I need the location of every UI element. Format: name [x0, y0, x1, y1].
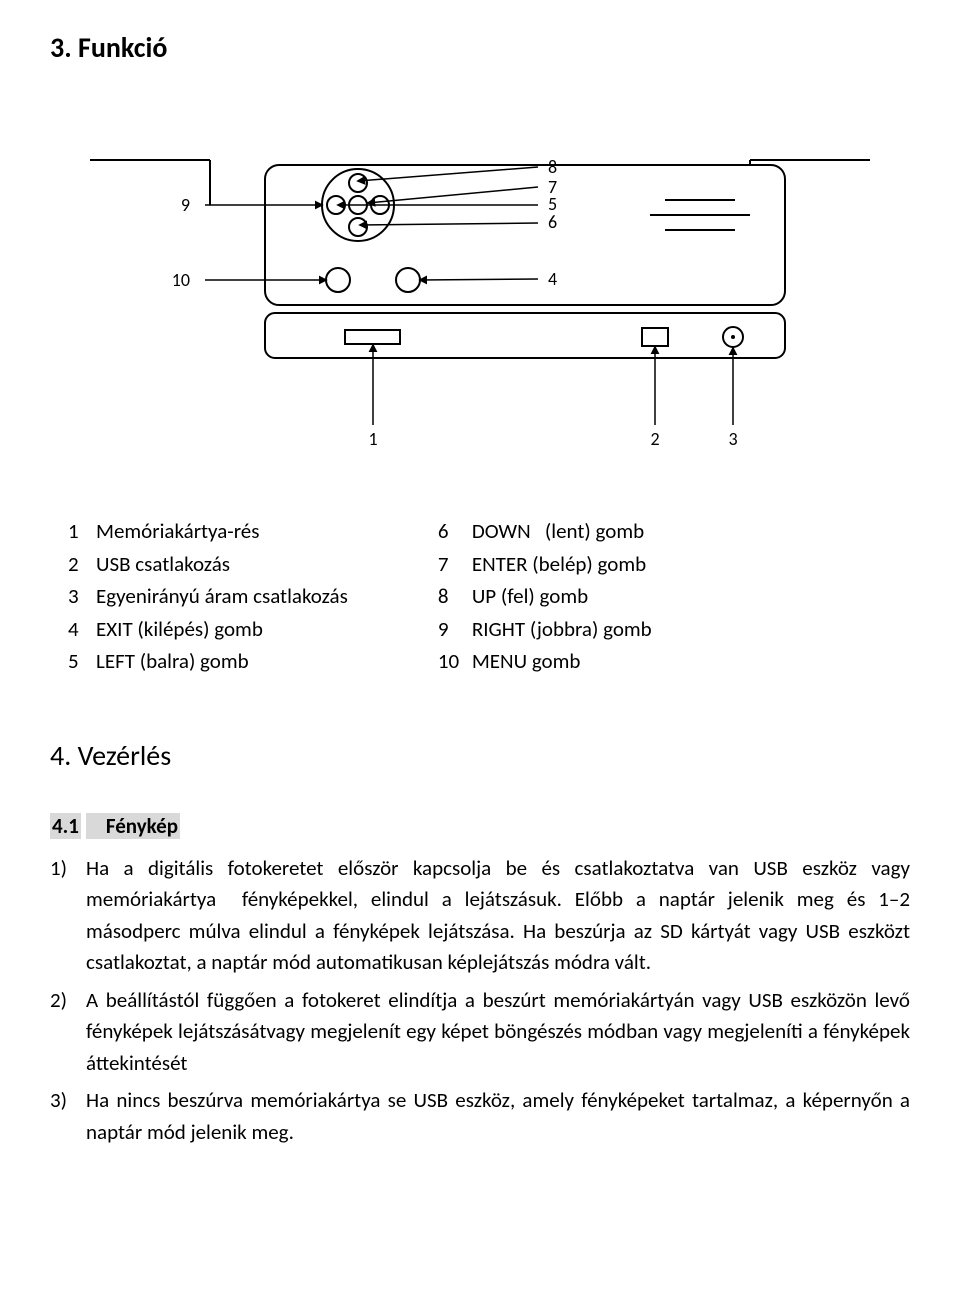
legend-row: 7ENTER (belép) gomb	[438, 548, 652, 581]
legend-text: ENTER (belép) gomb	[472, 548, 646, 581]
section-3-title: 3. Funkció	[50, 30, 910, 65]
legend-num: 7	[438, 548, 472, 581]
legend-num: 2	[68, 548, 96, 581]
legend-row: 1Memóriakártya-rés	[68, 515, 348, 548]
svg-text:2: 2	[650, 428, 659, 450]
device-diagram-svg: 87564910123	[90, 105, 870, 455]
legend-row: 5LEFT (balra) gomb	[68, 645, 348, 678]
legend-row: 6DOWN (lent) gomb	[438, 515, 652, 548]
legend-row: 4EXIT (kilépés) gomb	[68, 613, 348, 646]
legend-num: 1	[68, 515, 96, 548]
list-item-marker: 1)	[50, 853, 86, 979]
legend-row: 3Egyenirányú áram csatlakozás	[68, 580, 348, 613]
legend-text: LEFT (balra) gomb	[96, 645, 249, 678]
svg-text:4: 4	[548, 268, 557, 290]
legend-num: 8	[438, 580, 472, 613]
svg-text:3: 3	[728, 428, 737, 450]
device-diagram: 87564910123	[50, 105, 910, 455]
list-item: 3)Ha nincs beszúrva memóriakártya se USB…	[50, 1085, 910, 1148]
svg-text:1: 1	[368, 428, 377, 450]
list-item: 1)Ha a digitális fotokeretet először kap…	[50, 853, 910, 979]
page: 3. Funkció 87564910123 1Memóriakártya-ré…	[0, 0, 960, 1305]
list-item-text: Ha nincs beszúrva memóriakártya se USB e…	[86, 1085, 910, 1148]
svg-text:8: 8	[548, 156, 557, 178]
legend-num: 4	[68, 613, 96, 646]
legend-num: 3	[68, 580, 96, 613]
legend-col-left: 1Memóriakártya-rés2USB csatlakozás3Egyen…	[68, 515, 348, 678]
svg-text:10: 10	[172, 269, 190, 291]
section-4-title: 4. Vezérlés	[50, 738, 910, 773]
svg-text:6: 6	[548, 211, 557, 233]
legend-text: EXIT (kilépés) gomb	[96, 613, 263, 646]
legend-text: Memóriakártya-rés	[96, 515, 259, 548]
legend-num: 6	[438, 515, 472, 548]
legend-text: USB csatlakozás	[96, 548, 230, 581]
legend-text: Egyenirányú áram csatlakozás	[96, 580, 348, 613]
legend-row: 2USB csatlakozás	[68, 548, 348, 581]
legend-num: 9	[438, 613, 472, 646]
legend-text: UP (fel) gomb	[472, 580, 588, 613]
body-list: 1)Ha a digitális fotokeretet először kap…	[50, 853, 910, 1149]
legend-table: 1Memóriakártya-rés2USB csatlakozás3Egyen…	[68, 515, 910, 678]
legend-text: RIGHT (jobbra) gomb	[472, 613, 652, 646]
legend-text: MENU gomb	[472, 645, 581, 678]
list-item-text: Ha a digitális fotokeretet először kapcs…	[86, 853, 910, 979]
list-item-marker: 3)	[50, 1085, 86, 1148]
legend-text: DOWN (lent) gomb	[472, 515, 644, 548]
legend-col-right: 6DOWN (lent) gomb7ENTER (belép) gomb8UP …	[438, 515, 652, 678]
legend-row: 10MENU gomb	[438, 645, 652, 678]
section-4-1-label: Fénykép	[104, 813, 180, 839]
section-4-1-heading: 4.1 Fénykép	[50, 813, 910, 839]
legend-num: 10	[438, 645, 472, 678]
svg-text:9: 9	[181, 194, 190, 216]
legend-row: 8UP (fel) gomb	[438, 580, 652, 613]
legend-num: 5	[68, 645, 96, 678]
legend-row: 9RIGHT (jobbra) gomb	[438, 613, 652, 646]
list-item-text: A beállítástól függően a fotokeret elind…	[86, 985, 910, 1080]
section-4-1-num: 4.1	[50, 813, 81, 839]
list-item-marker: 2)	[50, 985, 86, 1080]
list-item: 2)A beállítástól függően a fotokeret eli…	[50, 985, 910, 1080]
